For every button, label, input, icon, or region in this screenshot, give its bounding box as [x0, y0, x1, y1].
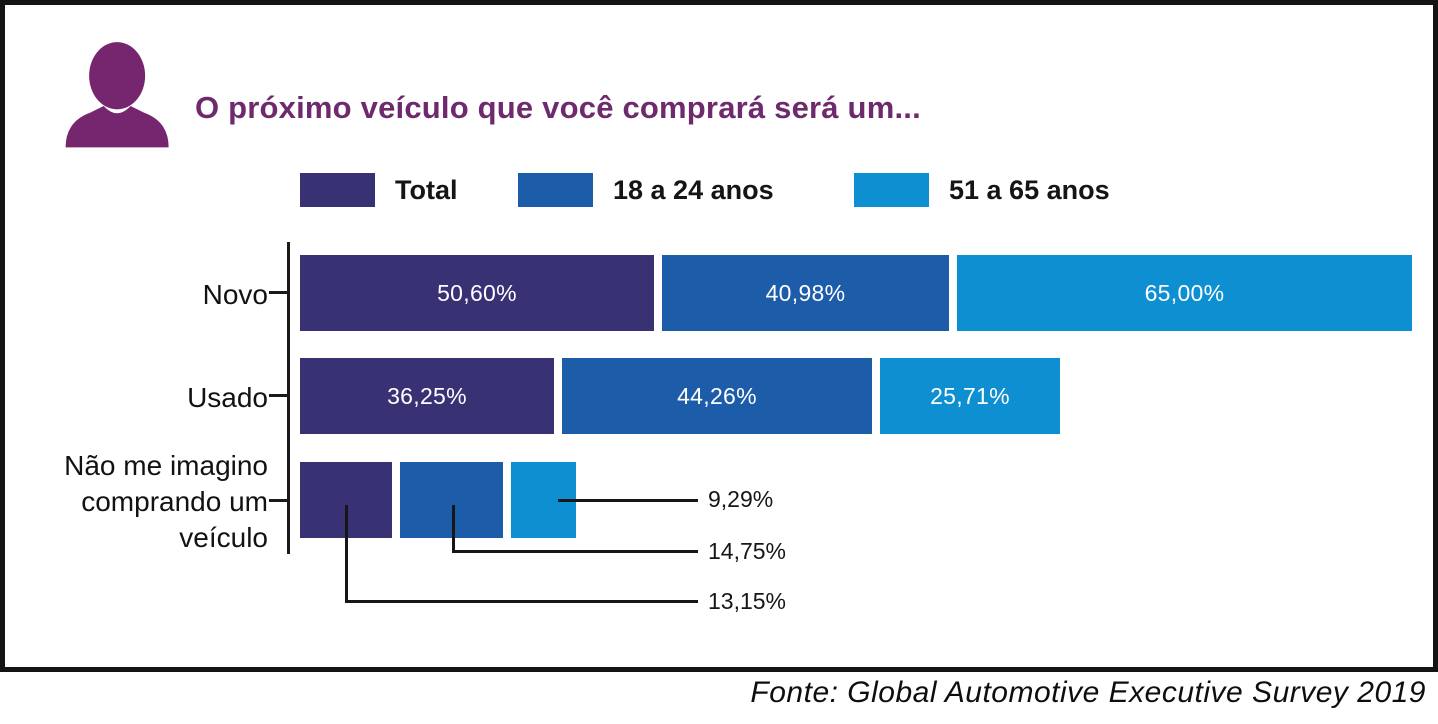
tick-novo: [269, 291, 288, 294]
source-note: Fonte: Global Automotive Executive Surve…: [750, 676, 1426, 709]
tick-nao-me-imagino: [269, 499, 288, 502]
bar-18-a-24-anos-usado: 44,26%: [562, 358, 872, 434]
value-label-nao-18-24: 14,75%: [708, 538, 787, 564]
bar-total-usado: 36,25%: [300, 358, 554, 434]
legend-item-51-65: 51 a 65 anos: [854, 173, 1110, 207]
bar-18-a-24-anos-novo: 40,98%: [662, 255, 949, 331]
bar-18-a-24-anos-não: [400, 462, 503, 538]
legend-item-18-24: 18 a 24 anos: [518, 173, 774, 207]
leader-line-18-24-horizontal: [452, 550, 698, 553]
legend-swatch-total: [300, 173, 375, 207]
leader-line-18-24-vertical: [452, 505, 455, 553]
legend-label-total: Total: [395, 174, 458, 205]
legend-label-51-65: 51 a 65 anos: [949, 174, 1110, 205]
legend-swatch-51-65: [854, 173, 929, 207]
leader-line-51-65: [558, 499, 698, 502]
tick-usado: [269, 394, 288, 397]
value-label-nao-51-65: 9,29%: [708, 486, 774, 512]
plot-area: 50,60% 40,98% 65,00% 36,25% 44,26% 25,71%: [300, 255, 1412, 538]
leader-line-total-vertical: [345, 505, 348, 603]
legend-label-18-24: 18 a 24 anos: [613, 174, 774, 205]
value-label-nao-total: 13,15%: [708, 588, 787, 614]
legend-item-total: Total: [300, 173, 458, 207]
category-label-novo: Novo: [202, 279, 268, 310]
y-axis-line: [287, 242, 290, 554]
bar-51-a-65-anos-novo: 65,00%: [957, 255, 1412, 331]
bar-51-a-65-anos-usado: 25,71%: [880, 358, 1060, 434]
chart-box: [0, 0, 1438, 672]
category-label-usado: Usado: [187, 382, 268, 413]
legend-swatch-18-24: [518, 173, 593, 207]
category-label-nao-me-imagino: Não me imagino comprando um veículo: [64, 450, 268, 553]
bar-total-novo: 50,60%: [300, 255, 654, 331]
chart-title: O próximo veículo que você comprará será…: [195, 90, 921, 125]
leader-line-total-horizontal: [345, 600, 698, 603]
person-icon: [65, 42, 169, 148]
